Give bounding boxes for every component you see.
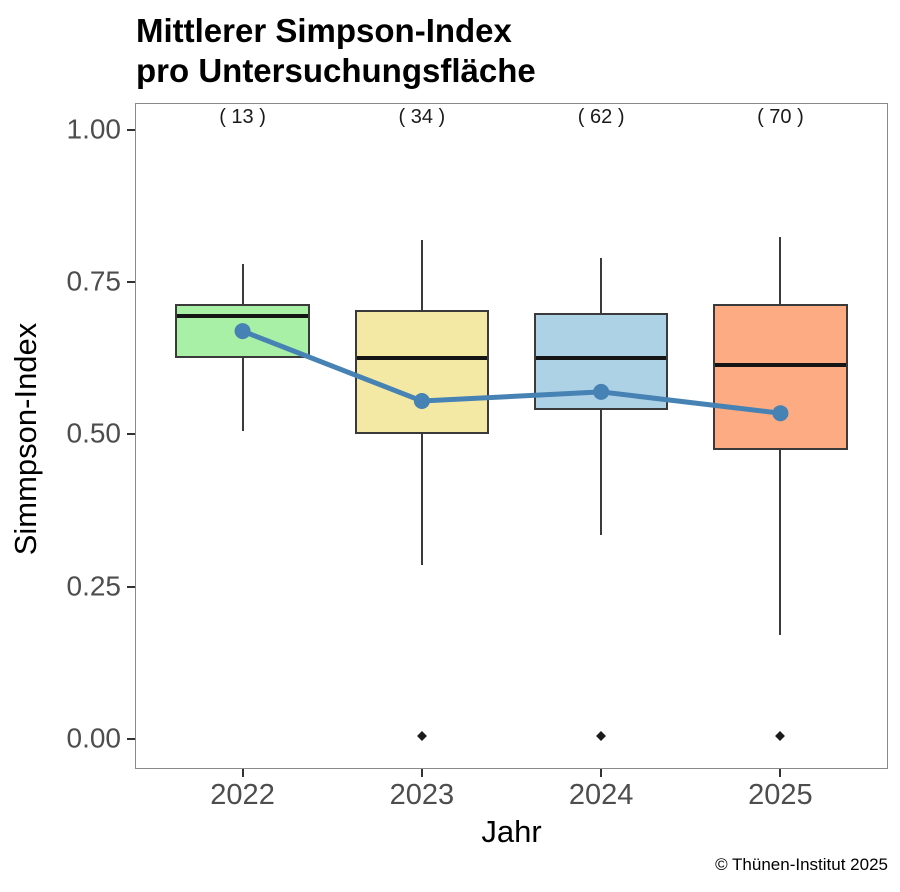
y-tick-label: 0.00 — [66, 721, 122, 753]
chart-title-line1: Mittlerer Simpson-Index — [136, 12, 512, 49]
box-2024 — [533, 312, 669, 411]
sample-count-label: ( 62 ) — [577, 106, 625, 128]
y-tick-mark — [127, 737, 135, 740]
box-2025 — [713, 303, 848, 450]
copyright-note: © Thünen-Institut 2025 — [715, 855, 888, 874]
x-axis-title: Jahr — [481, 814, 542, 849]
median-2023 — [356, 356, 488, 361]
y-tick-mark — [127, 281, 135, 284]
y-tick-label: 0.25 — [66, 569, 122, 601]
y-axis-title: Simmpson-Index — [8, 322, 43, 556]
chart-title-line2: pro Untersuchungsfläche — [136, 52, 536, 89]
median-2022 — [177, 313, 308, 318]
x-tick-label: 2022 — [210, 779, 275, 811]
y-tick-label: 0.50 — [66, 417, 122, 449]
sample-count-label: ( 70 ) — [757, 106, 804, 128]
x-tick-label: 2024 — [568, 779, 634, 811]
x-tick-mark — [600, 769, 603, 777]
x-tick-label: 2025 — [748, 779, 813, 811]
x-tick-mark — [420, 769, 423, 777]
sample-count-label: ( 34 ) — [398, 106, 446, 128]
y-tick-mark — [127, 585, 135, 588]
box-2023 — [354, 309, 490, 435]
median-2024 — [535, 356, 667, 361]
sample-count-label: ( 13 ) — [219, 106, 266, 128]
x-tick-mark — [241, 769, 244, 777]
y-tick-label: 1.00 — [66, 113, 122, 145]
y-tick-label: 0.75 — [66, 265, 122, 297]
x-tick-mark — [779, 769, 782, 777]
median-2025 — [715, 362, 846, 367]
y-tick-mark — [127, 433, 135, 436]
box-2022 — [175, 303, 310, 359]
x-tick-label: 2023 — [389, 779, 455, 811]
y-tick-mark — [127, 129, 135, 132]
